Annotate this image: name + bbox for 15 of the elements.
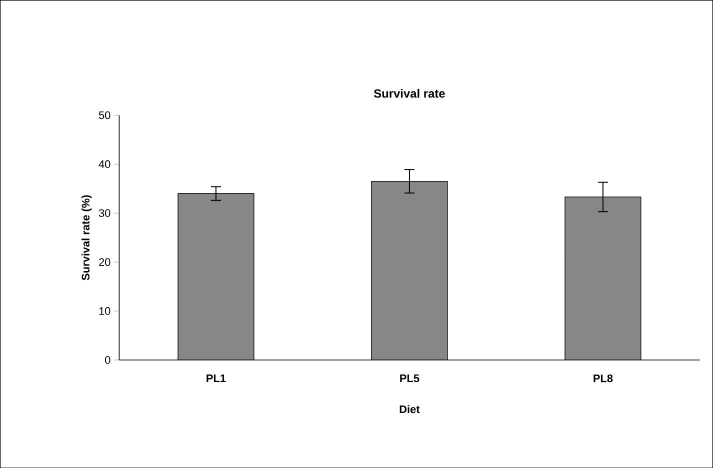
- y-tick-label: 40: [98, 160, 110, 168]
- y-tick-label: 20: [99, 258, 110, 266]
- bar: [371, 181, 448, 360]
- y-tick-label: 10: [99, 307, 110, 315]
- x-tick-label: PL1: [206, 374, 226, 382]
- x-tick-label: PL8: [594, 374, 613, 382]
- x-axis-title: Diet: [400, 404, 420, 414]
- bar: [564, 196, 642, 360]
- x-tick-label: PL5: [400, 374, 420, 382]
- y-tick-label: 30: [98, 209, 110, 217]
- y-axis-title: Survival rate (%): [81, 195, 92, 280]
- y-tick-label: 50: [98, 111, 110, 119]
- bar: [178, 193, 254, 360]
- chart-title: Survival rate: [374, 88, 445, 98]
- y-tick-label: 0: [105, 356, 110, 364]
